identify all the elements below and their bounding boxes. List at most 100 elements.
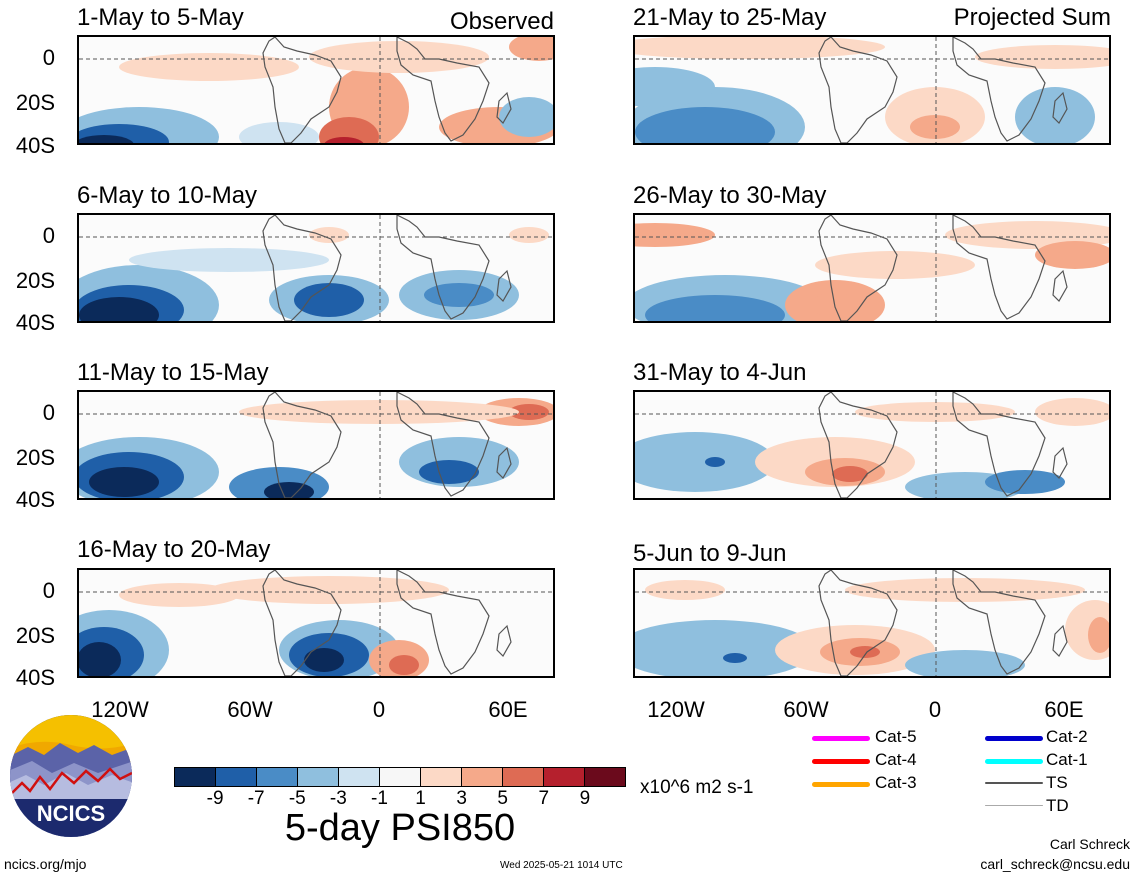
anomaly-contour <box>705 457 725 467</box>
madagascar-coastline <box>496 91 512 124</box>
anomaly-contour <box>509 404 549 420</box>
panel-title: 11-May to 15-May <box>77 359 269 386</box>
legend-label: Cat-3 <box>875 773 917 792</box>
x-tick-label: 120W <box>91 697 149 722</box>
colorbar-tick-label: 3 <box>456 788 467 809</box>
y-tick-label: 20S <box>15 268 55 293</box>
colorbar-swatch <box>585 768 625 786</box>
anomaly-contour <box>424 283 494 307</box>
anomaly-contour <box>294 283 364 317</box>
anomaly-contour <box>324 137 364 143</box>
y-tick-label: 0 <box>42 400 55 425</box>
map-panel <box>77 35 555 145</box>
colorbar-swatch <box>257 768 298 786</box>
africa-coastline <box>952 37 1046 142</box>
x-tick-label: 60W <box>783 697 829 722</box>
anomaly-contour <box>119 53 299 81</box>
south-america-coastline <box>262 215 342 321</box>
anomaly-contour <box>89 467 159 497</box>
anomaly-field <box>635 570 1109 676</box>
anomaly-contour <box>832 466 868 482</box>
colorbar-tick-label: 1 <box>415 788 426 809</box>
africa-coastline <box>396 570 490 675</box>
anomaly-contour <box>239 122 319 143</box>
south-america-coastline <box>262 37 342 143</box>
madagascar-coastline <box>496 269 512 302</box>
map-panel <box>633 35 1111 145</box>
anomaly-field <box>79 215 553 321</box>
map-panel <box>77 390 555 500</box>
panel-title: 5-Jun to 9-Jun <box>633 540 787 567</box>
anomaly-contour <box>645 295 785 321</box>
anomaly-contour <box>264 482 314 498</box>
madagascar-coastline <box>496 446 512 479</box>
y-tick-label: 20S <box>15 90 55 115</box>
anomaly-contour <box>1035 241 1109 269</box>
ncics-logo: NCICS <box>8 713 134 839</box>
legend-label: Cat-1 <box>1046 750 1088 769</box>
anomaly-contour <box>635 223 715 247</box>
anomaly-contour <box>304 648 344 672</box>
anomaly-contour <box>905 650 1025 676</box>
anomaly-contour <box>635 432 775 492</box>
africa-coastline <box>396 215 490 320</box>
y-tick-label: 40S <box>15 487 55 512</box>
anomaly-field <box>635 215 1109 321</box>
colorbar-tick-label: 9 <box>579 788 591 809</box>
colorbar-tick-label: -5 <box>288 788 306 809</box>
y-tick-label: 40S <box>15 133 55 158</box>
panel-tag-projected: Projected Sum <box>953 4 1111 31</box>
map-panel <box>77 568 555 678</box>
footer-author: Carl Schreck <box>1049 836 1130 852</box>
y-tick-label: 0 <box>42 223 55 248</box>
anomaly-contour <box>239 400 519 424</box>
x-tick-label: 60E <box>488 697 528 722</box>
madagascar-coastline <box>496 624 512 657</box>
colorbar-swatch <box>339 768 380 786</box>
legend-label: Cat-4 <box>875 750 917 769</box>
panel-title: 6-May to 10-May <box>77 182 258 209</box>
anomaly-contour <box>723 653 747 663</box>
y-tick-label: 40S <box>15 310 55 335</box>
panel-title: 16-May to 20-May <box>77 536 271 563</box>
legend-label: TD <box>1046 796 1069 815</box>
colorbar-tick-label: -9 <box>206 788 224 809</box>
anomaly-field <box>79 570 553 676</box>
anomaly-contour <box>499 97 553 137</box>
south-america-coastline <box>818 37 898 143</box>
colorbar-swatch <box>216 768 257 786</box>
colorbar-swatch <box>544 768 585 786</box>
panel-title: 26-May to 30-May <box>633 182 827 209</box>
legend-label: Cat-2 <box>1046 727 1088 746</box>
colorbar-swatch <box>380 768 421 786</box>
x-tick-label: 60W <box>227 697 273 722</box>
legend-line-cat4 <box>812 759 870 764</box>
footer-url[interactable]: ncics.org/mjo <box>4 856 87 872</box>
africa-coastline <box>396 37 490 142</box>
legend-label: TS <box>1046 773 1068 792</box>
anomaly-contour <box>309 227 349 243</box>
colorbar-swatch <box>175 768 216 786</box>
anomaly-contour <box>635 107 775 143</box>
colorbar-swatch <box>503 768 544 786</box>
colorbar-swatch <box>462 768 503 786</box>
footer-email[interactable]: carl_schreck@ncsu.edu <box>980 856 1130 872</box>
anomaly-contour <box>815 251 975 279</box>
anomaly-contour <box>850 646 880 658</box>
anomaly-contour <box>845 578 1085 602</box>
y-tick-label: 20S <box>15 445 55 470</box>
legend-label: Cat-5 <box>875 727 917 746</box>
anomaly-field <box>79 37 553 143</box>
map-panel <box>633 213 1111 323</box>
colorbar-tick-label: -1 <box>371 788 388 809</box>
colorbar-tick-label: -7 <box>247 788 265 809</box>
legend-line-td <box>985 805 1043 806</box>
south-america-coastline <box>818 392 898 498</box>
map-panel <box>633 568 1111 678</box>
legend-line-cat2 <box>985 736 1043 741</box>
x-tick-label: 0 <box>928 697 942 722</box>
legend-line-ts <box>985 782 1043 784</box>
south-america-coastline <box>818 215 898 321</box>
colorbar-tick-label: -3 <box>329 788 347 809</box>
anomaly-contour <box>419 460 479 484</box>
